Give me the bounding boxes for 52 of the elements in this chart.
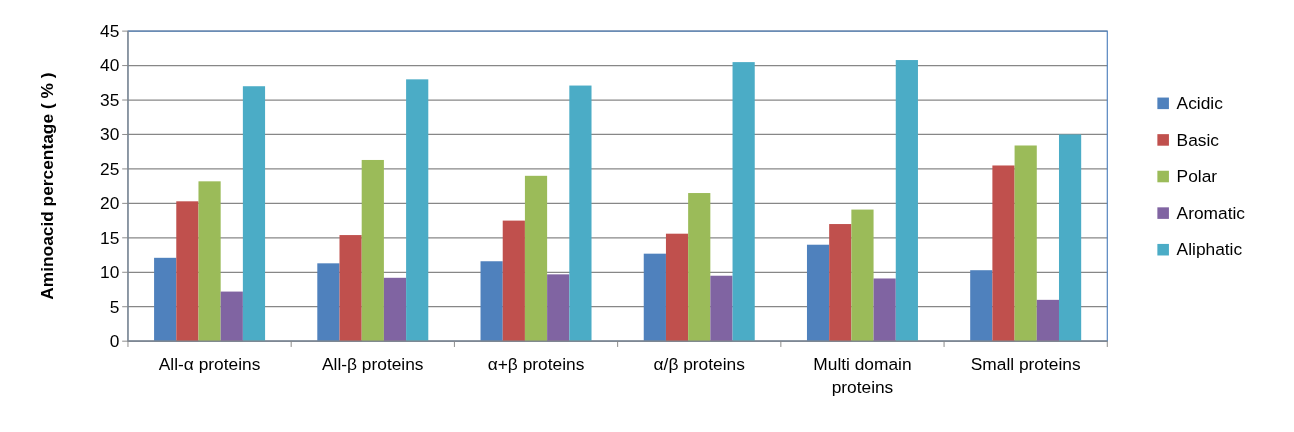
x-tick-label: Multi domain proteins [813, 354, 912, 398]
bar [524, 175, 548, 342]
bar [1036, 299, 1059, 342]
bar [710, 275, 733, 342]
bar [406, 79, 429, 342]
bar [220, 291, 243, 342]
x-tick-label: α+β proteins [487, 354, 585, 375]
y-tick-label: 45 [100, 20, 120, 41]
y-tick-label: 0 [109, 330, 120, 351]
y-tick-label: 35 [100, 89, 120, 110]
bar [198, 181, 221, 342]
bar [361, 159, 384, 342]
bar [1058, 134, 1082, 342]
legend-label: Aliphatic [1176, 239, 1243, 260]
y-tick-label: 25 [100, 158, 120, 179]
y-tick-label: 30 [100, 124, 120, 145]
bar [643, 253, 666, 342]
y-axis-title: Aminoacid percentage ( % ) [36, 72, 57, 300]
x-tick-label: All-β proteins [322, 354, 424, 375]
bar [873, 278, 896, 342]
x-tick-label: Small proteins [970, 354, 1081, 375]
bar [851, 209, 874, 342]
y-tick-label: 40 [100, 55, 120, 76]
bar [547, 274, 570, 342]
y-tick-label: 15 [100, 227, 120, 248]
bar [829, 224, 852, 342]
bar [154, 257, 177, 342]
legend-label: Aromatic [1176, 202, 1246, 223]
bar [970, 270, 993, 342]
bar [383, 277, 407, 342]
bar [992, 165, 1015, 342]
bar [732, 62, 755, 342]
bar [806, 244, 830, 342]
x-tick-label: All-α proteins [158, 354, 261, 375]
bar [569, 85, 592, 342]
bar [339, 235, 362, 342]
bar [502, 220, 525, 342]
bar [895, 60, 918, 342]
bar [1014, 145, 1037, 342]
legend-label: Basic [1176, 129, 1220, 150]
bar [480, 261, 503, 342]
legend-label: Acidic [1176, 93, 1224, 114]
x-tick-label: α/β proteins [653, 354, 746, 375]
bar [665, 233, 689, 342]
y-tick-label: 5 [109, 296, 120, 317]
y-tick-label: 10 [100, 262, 120, 283]
bar [688, 193, 711, 342]
bar [242, 86, 266, 342]
y-tick-label: 20 [100, 193, 120, 214]
bar [317, 263, 340, 342]
legend-label: Polar [1176, 166, 1218, 187]
bar [176, 201, 199, 342]
